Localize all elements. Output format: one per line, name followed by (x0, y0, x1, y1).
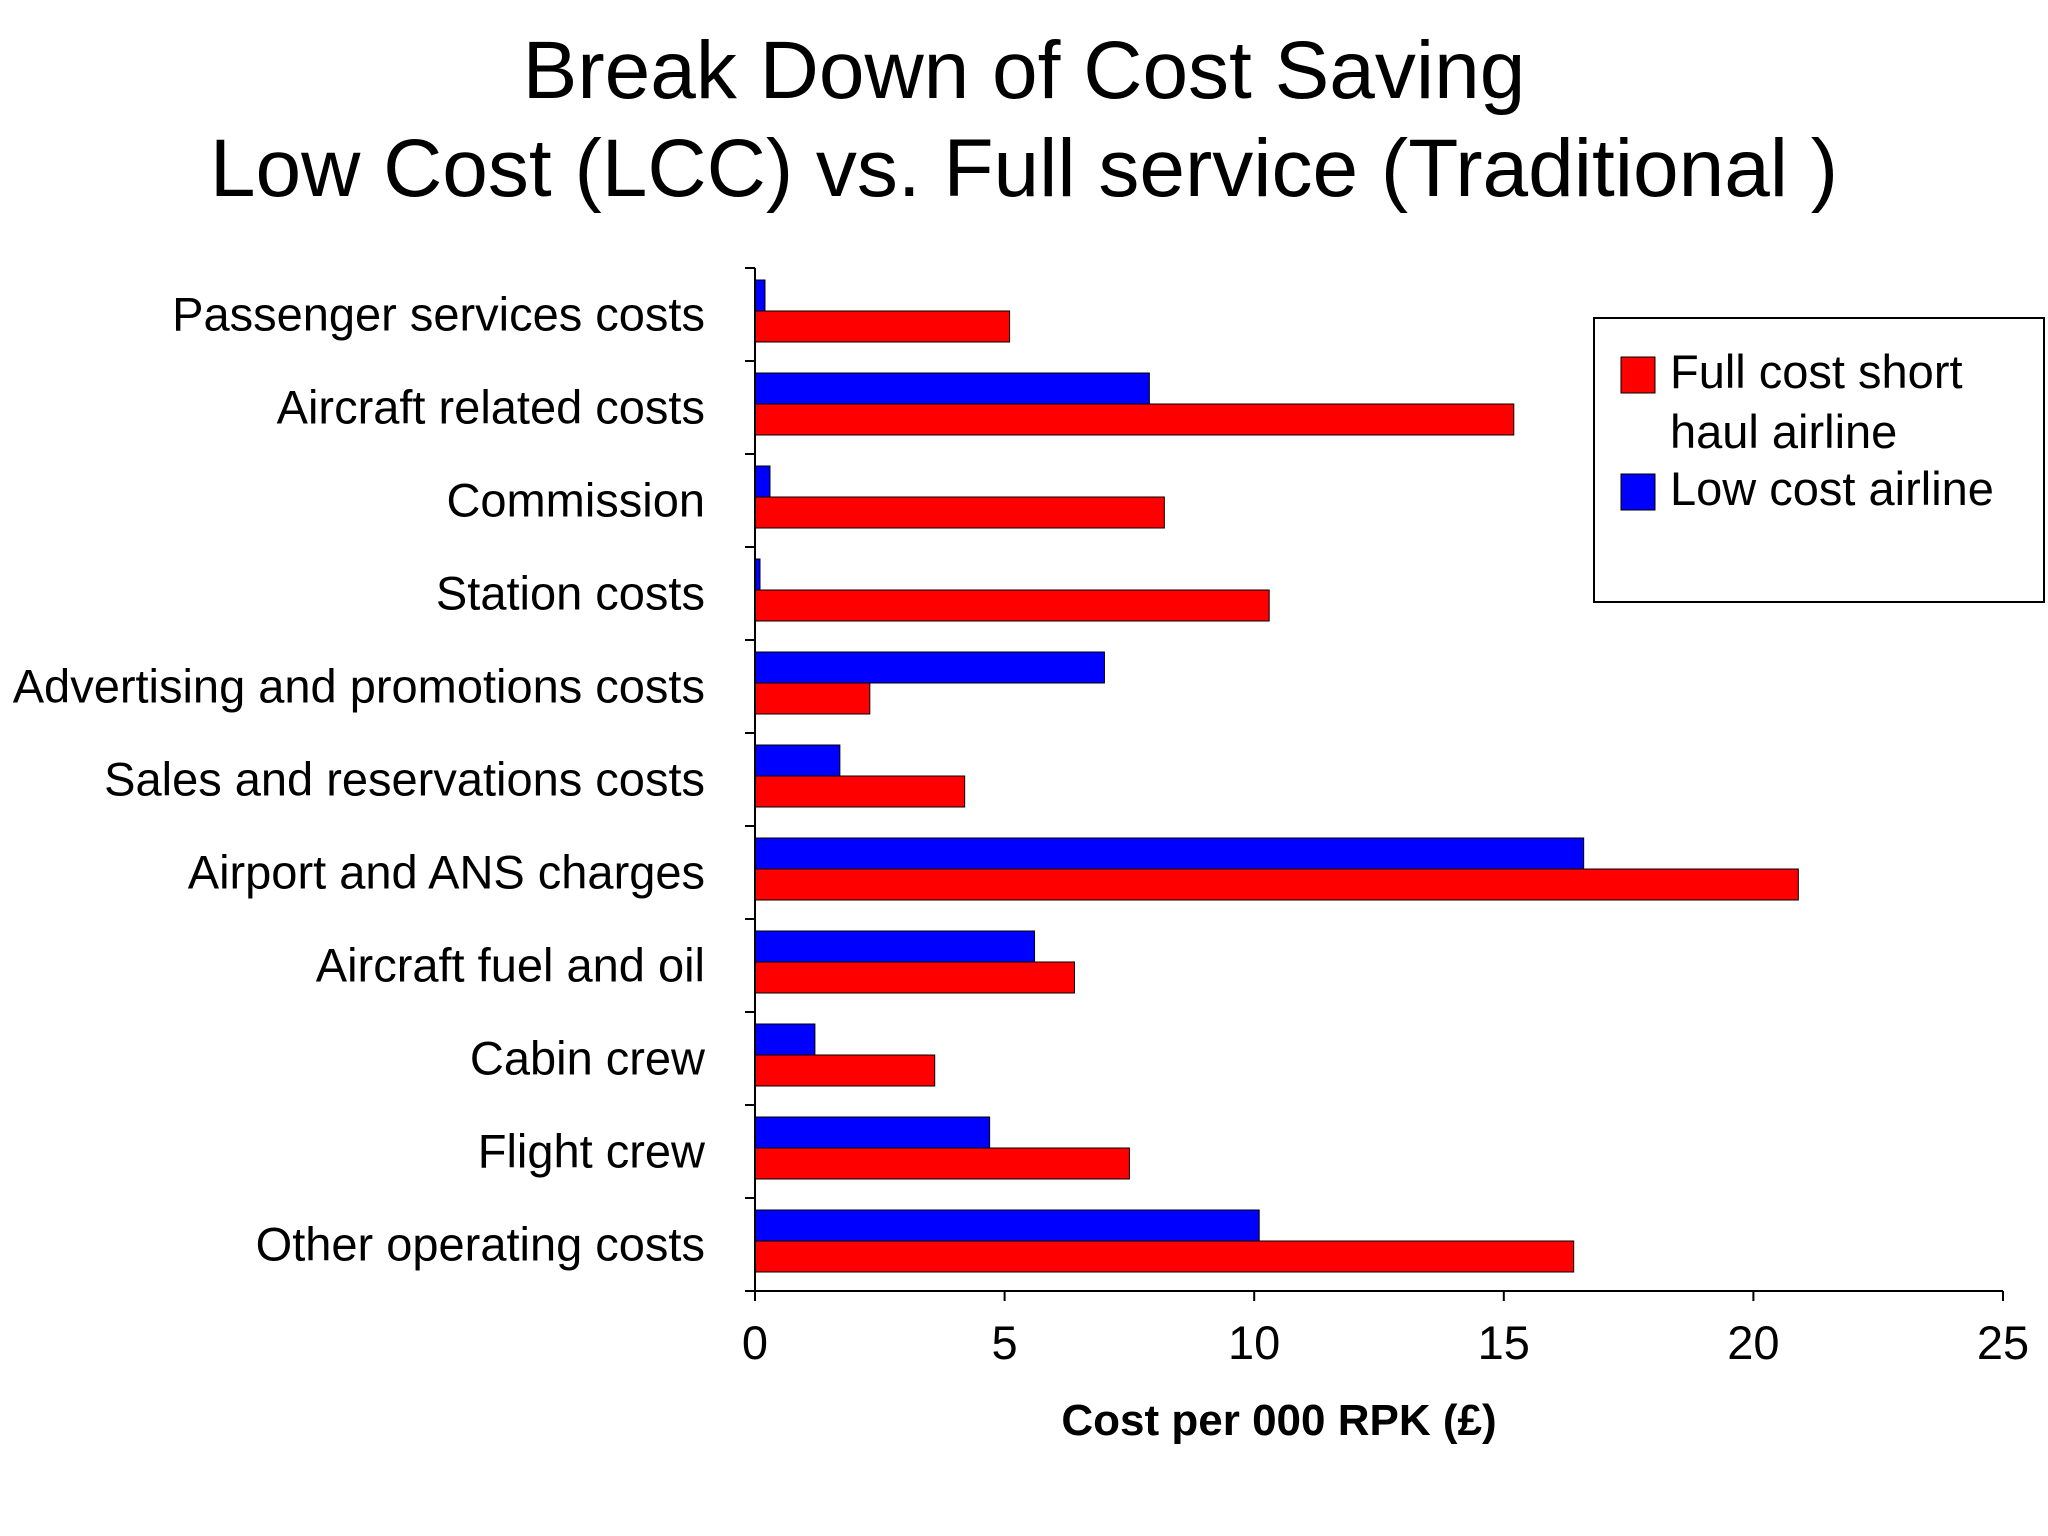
bar-full-cost-8 (754, 1054, 936, 1087)
bar-low-cost-1 (754, 372, 1150, 405)
legend-label: Low cost airline (1670, 462, 1994, 515)
slide-title: Break Down of Cost Saving Low Cost (LCC)… (0, 22, 2048, 218)
category-labels-group: Passenger services costs Aircraft related… (13, 288, 706, 1271)
bar-full-cost-6 (754, 868, 1799, 901)
category-label: Advertising and promotions costs (13, 660, 705, 713)
category-label: Cabin crew (470, 1032, 706, 1085)
bar-full-cost-9 (754, 1147, 1130, 1180)
bar-low-cost-10 (754, 1209, 1260, 1242)
legend-swatch-full-cost (1620, 356, 1656, 394)
x-tick-label: 20 (1727, 1316, 1779, 1369)
bar-low-cost-7 (754, 930, 1036, 963)
bar-full-cost-2 (754, 496, 1165, 529)
legend-box (1593, 317, 2045, 603)
category-label: Passenger services costs (172, 288, 705, 341)
bar-low-cost-6 (754, 837, 1585, 870)
bar-full-cost-5 (754, 775, 966, 808)
bar-full-cost-1 (754, 403, 1515, 436)
title-line-2: Low Cost (LCC) vs. Full service (Traditi… (209, 123, 1839, 214)
category-label: Aircraft fuel and oil (316, 939, 705, 992)
bar-full-cost-10 (754, 1240, 1575, 1273)
bar-low-cost-2 (754, 465, 771, 498)
tick-labels-group: 0 5 10 15 20 25 (742, 1316, 2029, 1369)
x-tick-label: 25 (1977, 1316, 2029, 1369)
category-label: Other operating costs (256, 1218, 705, 1271)
legend-label: Full cost short (1670, 345, 1963, 398)
x-tick-label: 0 (742, 1316, 768, 1369)
x-tick-label: 5 (992, 1316, 1018, 1369)
bar-full-cost-4 (754, 682, 871, 715)
bar-low-cost-9 (754, 1116, 991, 1149)
legend-label: haul airline (1670, 405, 1897, 458)
category-label: Airport and ANS charges (188, 846, 705, 899)
bar-full-cost-0 (754, 310, 1011, 343)
bar-full-cost-3 (754, 589, 1270, 622)
legend-swatch-low-cost (1620, 473, 1656, 511)
x-axis-title: Cost per 000 RPK (£) (1061, 1396, 1496, 1445)
x-tick-label: 15 (1478, 1316, 1530, 1369)
bar-low-cost-0 (754, 279, 766, 312)
category-label: Commission (446, 474, 705, 527)
category-label: Aircraft related costs (277, 381, 705, 434)
category-label: Station costs (436, 567, 705, 620)
category-label: Flight crew (478, 1125, 706, 1178)
category-label: Sales and reservations costs (104, 753, 705, 806)
bars-group (754, 279, 1799, 1273)
title-line-1: Break Down of Cost Saving (522, 25, 1526, 116)
axes-group (745, 267, 2004, 1301)
x-tick-label: 10 (1228, 1316, 1280, 1369)
bar-low-cost-5 (754, 744, 841, 777)
bar-full-cost-7 (754, 961, 1075, 994)
bar-low-cost-4 (754, 651, 1105, 684)
bar-low-cost-8 (754, 1023, 816, 1056)
